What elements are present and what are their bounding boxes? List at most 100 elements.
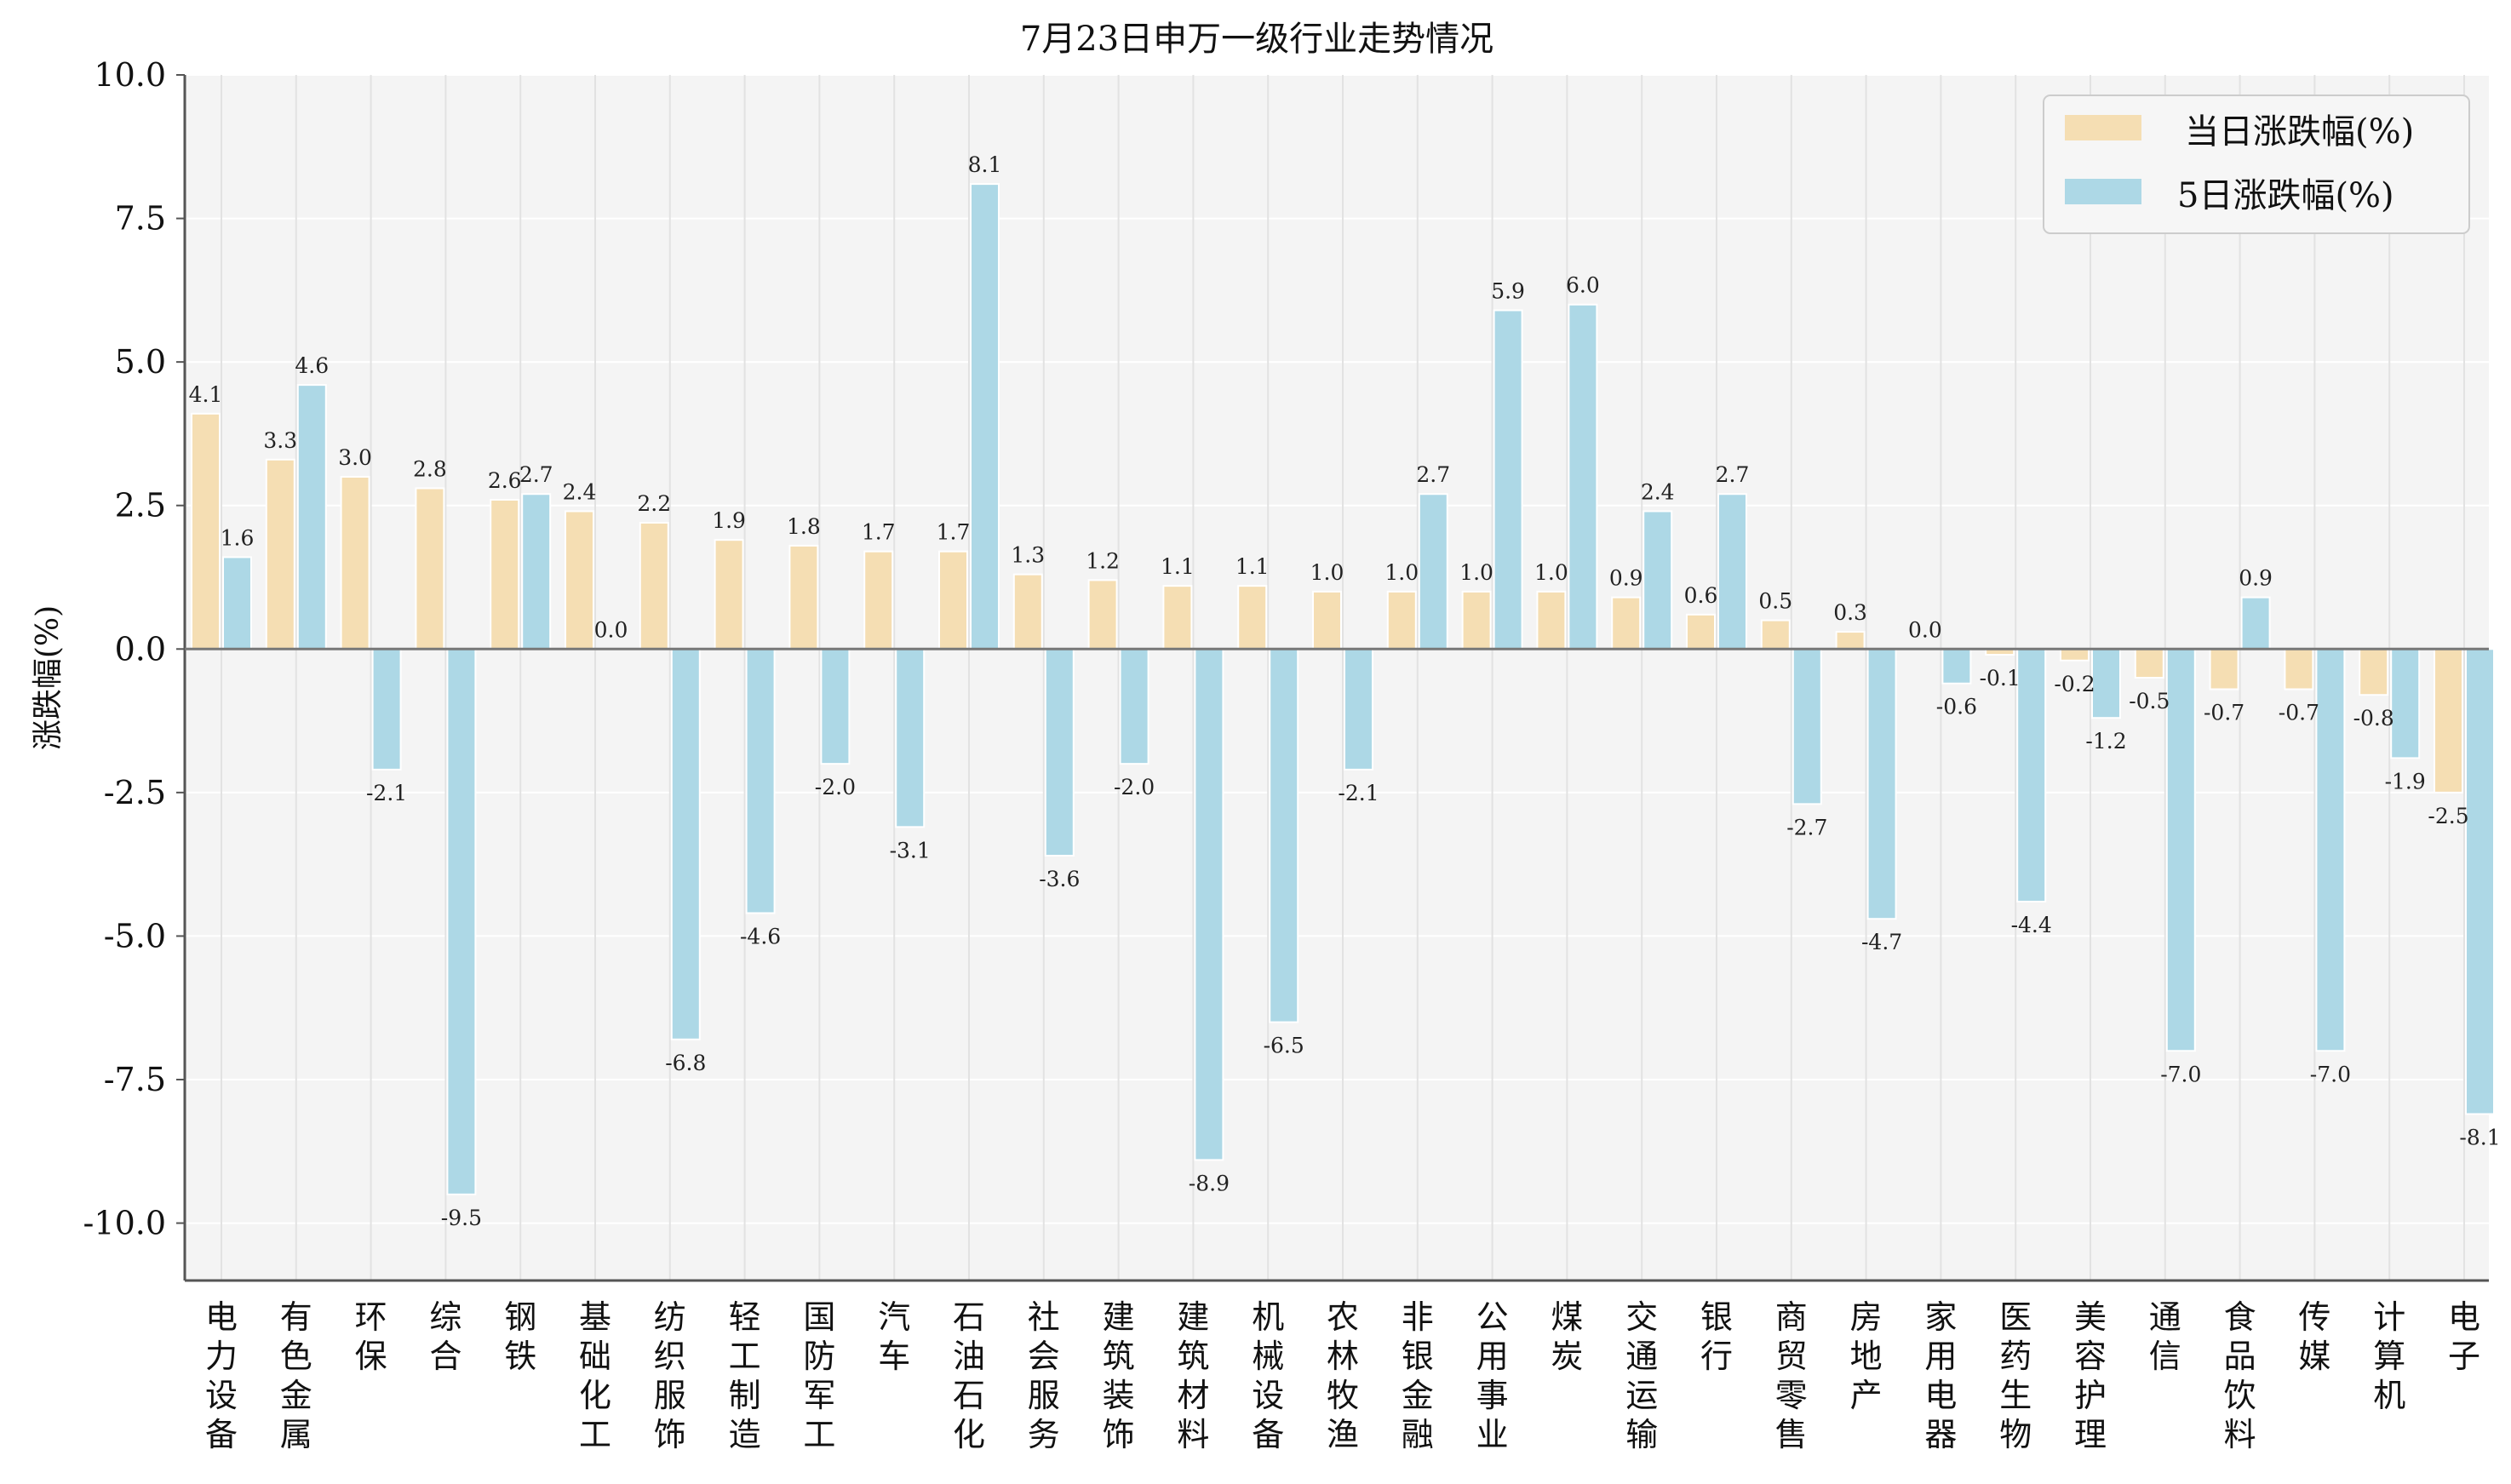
data-label-5day: -4.4 [2011, 913, 2052, 937]
data-label-daily: 1.7 [937, 520, 971, 545]
legend-box [2043, 95, 2470, 234]
bar-5day [1044, 648, 1075, 857]
x-tick-label: 传媒 [2298, 1298, 2330, 1375]
bar-daily [1461, 590, 1492, 650]
x-tick-label: 银行 [1700, 1298, 1733, 1375]
data-label-5day: -1.9 [2385, 769, 2426, 794]
legend-label-5day: 5日涨跌幅(%) [2177, 176, 2394, 215]
data-label-5day: -3.1 [890, 838, 931, 862]
bar-5day [1493, 309, 1523, 650]
bar-5day [1269, 648, 1299, 1023]
data-label-daily: -0.5 [2129, 689, 2170, 713]
bar-5day [1194, 648, 1224, 1161]
data-label-daily: 1.1 [1235, 554, 1270, 579]
bar-5day [745, 648, 776, 914]
x-tick-label: 煤炭 [1551, 1298, 1583, 1375]
data-label-5day: 2.4 [1641, 479, 1675, 504]
data-label-5day: -9.5 [441, 1206, 482, 1230]
data-labels: 4.11.63.34.63.0-2.12.8-9.52.62.72.40.02.… [189, 152, 2501, 1230]
y-axis-label: 涨跌幅(%) [31, 605, 66, 750]
data-label-5day: -2.0 [1114, 775, 1155, 799]
data-label-5day: 4.6 [295, 353, 329, 378]
bar-daily [1087, 579, 1118, 650]
x-tick-label: 非银金融 [1402, 1298, 1434, 1453]
legend-swatch-daily [2065, 115, 2141, 140]
bar-5day [1568, 303, 1598, 650]
data-label-daily: 3.0 [338, 445, 372, 470]
bar-5day [446, 648, 477, 1195]
y-tick-label: 2.5 [115, 487, 166, 524]
bar-daily [1312, 590, 1342, 650]
bar-daily [1237, 585, 1268, 650]
bar-5day [1866, 648, 1897, 920]
data-label-daily: 2.2 [637, 491, 671, 516]
data-label-daily: 1.2 [1086, 548, 1120, 573]
data-label-5day: -1.2 [2085, 729, 2126, 753]
x-tick-label: 食品饮料 [2224, 1298, 2256, 1453]
x-tick-label: 有色金属 [280, 1298, 312, 1453]
bar-daily [2060, 648, 2090, 662]
data-label-5day: 0.0 [594, 617, 628, 642]
bar-daily [1012, 573, 1043, 650]
data-label-daily: -0.7 [2279, 700, 2319, 725]
data-label-5day: 2.7 [1716, 462, 1750, 487]
x-tick-label: 通信 [2149, 1298, 2181, 1375]
data-label-5day: 2.7 [1416, 462, 1450, 487]
bars [191, 183, 2495, 1195]
bar-daily [2134, 648, 2164, 679]
legend: 当日涨跌幅(%) 5日涨跌幅(%) [2043, 95, 2470, 234]
bar-5day [521, 493, 552, 650]
bar-5day [970, 183, 1000, 650]
x-tick-label: 公用事业 [1476, 1298, 1509, 1453]
data-label-daily: 0.0 [1908, 617, 1942, 642]
bar-5day [1642, 510, 1673, 650]
bar-daily [2359, 648, 2389, 696]
data-label-5day: -2.0 [815, 775, 856, 799]
x-tick-label: 汽车 [878, 1298, 910, 1375]
x-tick-label: 国防军工 [803, 1298, 835, 1453]
data-label-daily: 1.1 [1161, 554, 1195, 579]
bar-daily [639, 521, 669, 650]
bar-5day [2016, 648, 2047, 902]
bar-daily [1386, 590, 1417, 650]
data-label-5day: -6.5 [1264, 1034, 1304, 1058]
data-label-daily: 0.5 [1758, 589, 1792, 614]
data-label-daily: 3.3 [263, 428, 297, 453]
data-label-daily: 2.6 [488, 468, 522, 493]
bar-5day [820, 648, 851, 765]
bar-5day [296, 384, 327, 650]
x-tick-label: 家用电器 [1924, 1298, 1957, 1453]
x-tick-label: 美容护理 [2074, 1298, 2107, 1453]
x-tick-label: 房地产 [1850, 1298, 1883, 1414]
bar-daily [340, 476, 370, 650]
bar-5day [2091, 648, 2121, 719]
x-tick-label: 机械设备 [1252, 1298, 1284, 1453]
bar-daily [191, 412, 221, 650]
x-tick-label: 商贸零售 [1775, 1298, 1808, 1453]
x-tick-label: 计算机 [2373, 1298, 2405, 1414]
bar-daily [714, 539, 744, 650]
data-label-5day: -8.9 [1189, 1171, 1230, 1195]
bar-daily [565, 510, 594, 650]
bar-daily [1162, 585, 1193, 650]
x-tick-label: 建筑装饰 [1103, 1298, 1135, 1453]
data-label-5day: 8.1 [968, 152, 1002, 177]
bar-5day [1418, 493, 1448, 650]
x-tick-label: 电力设备 [205, 1298, 238, 1453]
y-tick-label: -10.0 [83, 1205, 166, 1242]
x-tick-label: 纺织服饰 [654, 1298, 686, 1453]
data-label-daily: -0.7 [2204, 700, 2244, 725]
bar-daily [1611, 596, 1642, 650]
data-label-5day: -4.7 [1861, 930, 1902, 954]
bar-5day [670, 648, 701, 1040]
data-label-daily: 4.1 [189, 382, 223, 407]
bar-5day [2390, 648, 2421, 759]
data-label-5day: -6.8 [665, 1051, 706, 1075]
data-label-5day: 6.0 [1566, 273, 1600, 298]
x-tick-label: 环保 [355, 1298, 387, 1375]
data-label-daily: 1.0 [1534, 560, 1568, 585]
y-tick-label: 7.5 [115, 200, 166, 238]
y-tick-label: -2.5 [104, 774, 166, 811]
data-label-daily: 2.8 [413, 456, 447, 481]
data-label-5day: -2.1 [366, 781, 407, 805]
